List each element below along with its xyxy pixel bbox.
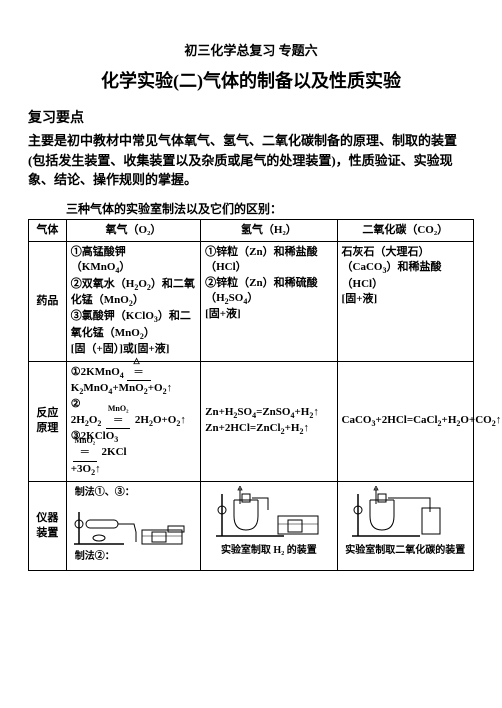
header-gas: 气体 xyxy=(29,219,67,241)
gas-preparation-table: 气体 氧气（O₂） 氢气（H₂） 二氧化碳（CO₂） 药品 ①高锰酸钾（KMnO… xyxy=(28,219,474,572)
page-subtitle: 初三化学总复习 专题六 xyxy=(28,40,474,59)
apparatus-o2-label-top: 制法①、③： xyxy=(75,486,198,500)
header-h2: 氢气（H₂） xyxy=(201,219,337,241)
apparatus-diagram-o2 xyxy=(74,502,192,550)
intro-paragraph: 主要是初中教材中常见气体氧气、氢气、二氧化碳制备的原理、制取的装置(包括发生装置… xyxy=(28,131,474,190)
reagents-o2: ①高锰酸钾（KMnO4） ②双氧水（H2O2）和二氧化锰（MnO2） ③氯酸钾（… xyxy=(66,241,200,361)
reagents-co2: 石灰石（大理石）（CaCO3）和稀盐酸（HCl） [固+液] xyxy=(337,241,473,361)
reagents-h2: ①锌粒（Zn）和稀盐酸（HCl） ②锌粒（Zn）和稀硫酸（H2SO4） [固+液… xyxy=(201,241,337,361)
row-label-reagents: 药品 xyxy=(29,241,67,361)
page-title: 化学实验(二)气体的制备以及性质实验 xyxy=(28,67,474,93)
apparatus-o2-label-bottom: 制法②： xyxy=(75,550,198,564)
apparatus-diagram-co2 xyxy=(350,486,460,542)
principle-co2: CaCO3+2HCl=CaCl2+H2O+CO2↑ xyxy=(337,361,473,482)
principle-o2: ①2KMnO4 ═ K2MnO4+MnO2+O2↑ ② 2H2O2 ═ 2H2O… xyxy=(66,361,200,482)
apparatus-co2-label: 实验室制取二氧化碳的装置 xyxy=(340,544,471,558)
row-label-apparatus: 仪器装置 xyxy=(29,482,67,571)
header-co2: 二氧化碳（CO₂） xyxy=(337,219,473,241)
apparatus-co2: 实验室制取二氧化碳的装置 xyxy=(337,482,473,571)
apparatus-o2: 制法①、③： 制法②： xyxy=(66,482,200,571)
section-heading: 复习要点 xyxy=(28,107,474,127)
header-o2: 氧气（O₂） xyxy=(66,219,200,241)
table-caption: 三种气体的实验室制法以及它们的区别： xyxy=(66,200,474,217)
apparatus-diagram-h2 xyxy=(214,486,324,542)
principle-h2: Zn+H2SO4=ZnSO4+H2↑ Zn+2HCl=ZnCl2+H2↑ xyxy=(201,361,337,482)
apparatus-h2: 实验室制取 H₂ 的装置 xyxy=(201,482,337,571)
row-label-principle: 反应原理 xyxy=(29,361,67,482)
apparatus-h2-label: 实验室制取 H₂ 的装置 xyxy=(203,544,334,558)
